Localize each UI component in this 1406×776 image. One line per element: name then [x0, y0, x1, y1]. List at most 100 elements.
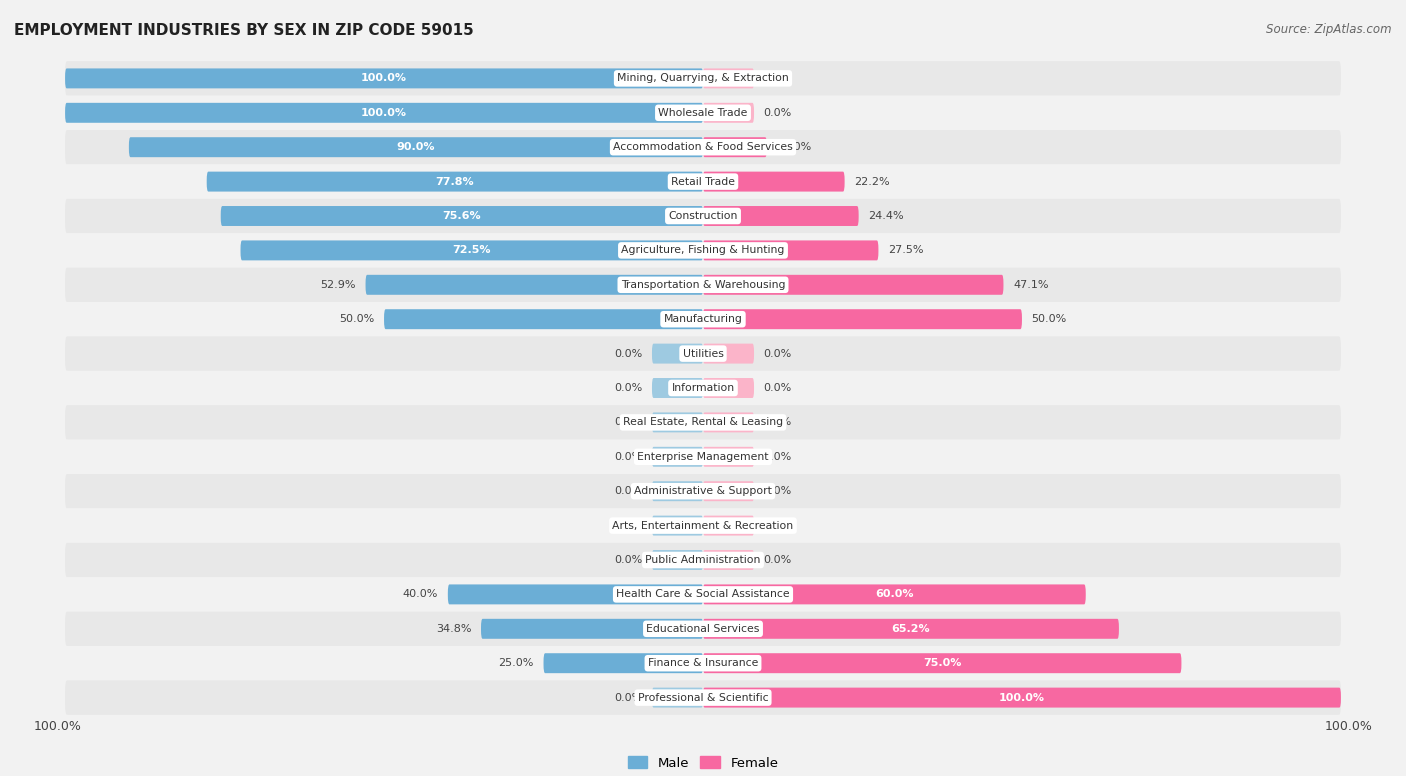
Text: 90.0%: 90.0%: [396, 142, 436, 152]
Text: 0.0%: 0.0%: [763, 383, 792, 393]
FancyBboxPatch shape: [65, 474, 1341, 508]
FancyBboxPatch shape: [544, 653, 703, 673]
Text: 0.0%: 0.0%: [614, 452, 643, 462]
Text: 100.0%: 100.0%: [1324, 720, 1372, 733]
FancyBboxPatch shape: [65, 302, 1341, 337]
Text: Real Estate, Rental & Leasing: Real Estate, Rental & Leasing: [623, 417, 783, 428]
FancyBboxPatch shape: [207, 171, 703, 192]
Text: 52.9%: 52.9%: [321, 280, 356, 289]
Text: Public Administration: Public Administration: [645, 555, 761, 565]
FancyBboxPatch shape: [65, 611, 1341, 646]
Text: Arts, Entertainment & Recreation: Arts, Entertainment & Recreation: [613, 521, 793, 531]
FancyBboxPatch shape: [703, 412, 754, 432]
FancyBboxPatch shape: [366, 275, 703, 295]
Text: Information: Information: [672, 383, 734, 393]
FancyBboxPatch shape: [129, 137, 703, 158]
Text: 22.2%: 22.2%: [855, 177, 890, 186]
Text: 65.2%: 65.2%: [891, 624, 931, 634]
Text: Administrative & Support: Administrative & Support: [634, 487, 772, 496]
Text: 100.0%: 100.0%: [998, 693, 1045, 702]
FancyBboxPatch shape: [652, 550, 703, 570]
Text: 0.0%: 0.0%: [763, 452, 792, 462]
FancyBboxPatch shape: [652, 688, 703, 708]
Text: 24.4%: 24.4%: [869, 211, 904, 221]
Text: 50.0%: 50.0%: [1032, 314, 1067, 324]
Text: Educational Services: Educational Services: [647, 624, 759, 634]
Text: 0.0%: 0.0%: [763, 74, 792, 83]
FancyBboxPatch shape: [703, 688, 1341, 708]
FancyBboxPatch shape: [65, 577, 1341, 611]
FancyBboxPatch shape: [65, 371, 1341, 405]
FancyBboxPatch shape: [703, 653, 1181, 673]
Text: Accommodation & Food Services: Accommodation & Food Services: [613, 142, 793, 152]
FancyBboxPatch shape: [65, 234, 1341, 268]
FancyBboxPatch shape: [652, 412, 703, 432]
Text: Utilities: Utilities: [682, 348, 724, 359]
Legend: Male, Female: Male, Female: [623, 751, 783, 775]
FancyBboxPatch shape: [652, 481, 703, 501]
FancyBboxPatch shape: [703, 68, 754, 88]
FancyBboxPatch shape: [703, 515, 754, 535]
Text: 0.0%: 0.0%: [614, 555, 643, 565]
FancyBboxPatch shape: [65, 68, 703, 88]
Text: 72.5%: 72.5%: [453, 245, 491, 255]
Text: Construction: Construction: [668, 211, 738, 221]
FancyBboxPatch shape: [384, 309, 703, 329]
FancyBboxPatch shape: [65, 681, 1341, 715]
FancyBboxPatch shape: [703, 206, 859, 226]
FancyBboxPatch shape: [703, 378, 754, 398]
FancyBboxPatch shape: [652, 447, 703, 467]
FancyBboxPatch shape: [65, 508, 1341, 542]
Text: 0.0%: 0.0%: [614, 487, 643, 496]
Text: 25.0%: 25.0%: [499, 658, 534, 668]
Text: Transportation & Warehousing: Transportation & Warehousing: [621, 280, 785, 289]
Text: 27.5%: 27.5%: [889, 245, 924, 255]
Text: Professional & Scientific: Professional & Scientific: [638, 693, 768, 702]
FancyBboxPatch shape: [65, 61, 1341, 95]
FancyBboxPatch shape: [65, 337, 1341, 371]
Text: 0.0%: 0.0%: [763, 348, 792, 359]
FancyBboxPatch shape: [703, 309, 1022, 329]
FancyBboxPatch shape: [65, 95, 1341, 130]
FancyBboxPatch shape: [65, 405, 1341, 439]
Text: Health Care & Social Assistance: Health Care & Social Assistance: [616, 590, 790, 599]
Text: Finance & Insurance: Finance & Insurance: [648, 658, 758, 668]
FancyBboxPatch shape: [65, 268, 1341, 302]
FancyBboxPatch shape: [65, 130, 1341, 165]
Text: 0.0%: 0.0%: [763, 487, 792, 496]
FancyBboxPatch shape: [703, 137, 766, 158]
Text: 0.0%: 0.0%: [614, 417, 643, 428]
FancyBboxPatch shape: [703, 344, 754, 364]
Text: 100.0%: 100.0%: [34, 720, 82, 733]
FancyBboxPatch shape: [65, 199, 1341, 234]
FancyBboxPatch shape: [481, 618, 703, 639]
FancyBboxPatch shape: [652, 344, 703, 364]
Text: 0.0%: 0.0%: [763, 108, 792, 118]
Text: 34.8%: 34.8%: [436, 624, 471, 634]
FancyBboxPatch shape: [703, 103, 754, 123]
FancyBboxPatch shape: [703, 241, 879, 261]
FancyBboxPatch shape: [65, 103, 703, 123]
FancyBboxPatch shape: [240, 241, 703, 261]
FancyBboxPatch shape: [703, 171, 845, 192]
Text: 10.0%: 10.0%: [776, 142, 811, 152]
Text: 0.0%: 0.0%: [763, 555, 792, 565]
Text: Retail Trade: Retail Trade: [671, 177, 735, 186]
FancyBboxPatch shape: [703, 481, 754, 501]
Text: Agriculture, Fishing & Hunting: Agriculture, Fishing & Hunting: [621, 245, 785, 255]
Text: 100.0%: 100.0%: [361, 74, 408, 83]
Text: EMPLOYMENT INDUSTRIES BY SEX IN ZIP CODE 59015: EMPLOYMENT INDUSTRIES BY SEX IN ZIP CODE…: [14, 23, 474, 38]
Text: 60.0%: 60.0%: [875, 590, 914, 599]
Text: Mining, Quarrying, & Extraction: Mining, Quarrying, & Extraction: [617, 74, 789, 83]
Text: 50.0%: 50.0%: [339, 314, 374, 324]
Text: 0.0%: 0.0%: [614, 693, 643, 702]
Text: 75.0%: 75.0%: [922, 658, 962, 668]
Text: 75.6%: 75.6%: [443, 211, 481, 221]
FancyBboxPatch shape: [652, 515, 703, 535]
FancyBboxPatch shape: [65, 439, 1341, 474]
Text: 0.0%: 0.0%: [763, 521, 792, 531]
Text: 40.0%: 40.0%: [404, 590, 439, 599]
Text: 47.1%: 47.1%: [1012, 280, 1049, 289]
FancyBboxPatch shape: [703, 550, 754, 570]
FancyBboxPatch shape: [703, 618, 1119, 639]
